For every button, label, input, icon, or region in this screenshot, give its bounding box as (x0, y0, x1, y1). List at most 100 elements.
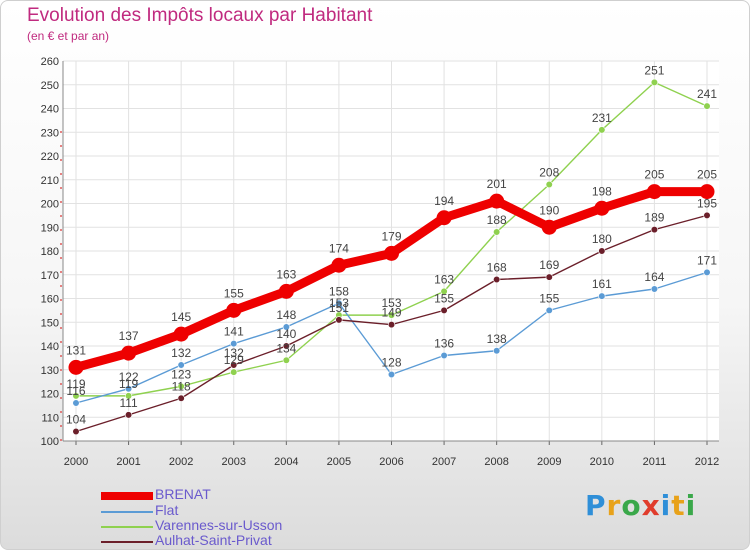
point-varennes-sur-usson (493, 228, 501, 236)
legend-label-aulhat: Aulhat-Saint-Privat (155, 532, 272, 548)
point-aulhat-saint-privat (72, 427, 80, 436)
point-brenat (173, 326, 189, 342)
data-label-brenat: 190 (539, 203, 559, 217)
point-aulhat-saint-privat (493, 275, 501, 284)
x-tick-label: 2008 (484, 456, 508, 468)
y-tick-label: 250 (41, 80, 59, 92)
point-aulhat-saint-privat (650, 226, 659, 234)
chart-title: Evolution des Impôts locaux par Habitant (27, 5, 373, 26)
point-varennes-sur-usson (703, 102, 711, 110)
point-flat (177, 361, 185, 369)
x-tick-label: 2002 (169, 456, 193, 468)
point-flat (335, 299, 343, 307)
data-label-aulhat-saint-privat: 104 (66, 413, 86, 427)
legend-label-brenat: BRENAT (155, 486, 211, 502)
point-brenat (699, 184, 715, 200)
point-aulhat-saint-privat (124, 411, 133, 419)
point-brenat (226, 302, 242, 318)
data-label-flat: 136 (434, 337, 454, 351)
data-label-brenat: 179 (381, 229, 401, 243)
y-tick-label: 200 (41, 199, 59, 211)
data-label-brenat: 194 (434, 194, 454, 208)
data-label-flat: 171 (697, 253, 717, 267)
y-tick-label: 140 (41, 341, 59, 353)
point-varennes-sur-usson (440, 287, 448, 295)
logo-letter: x (641, 489, 661, 522)
x-tick-label: 2009 (537, 456, 561, 468)
point-varennes-sur-usson (650, 78, 659, 86)
point-flat (598, 292, 606, 300)
point-brenat (331, 257, 347, 273)
point-flat (387, 370, 396, 379)
y-tick-label: 260 (41, 56, 59, 68)
y-tick-label: 170 (41, 270, 59, 282)
point-brenat (489, 193, 505, 209)
data-label-brenat: 198 (592, 184, 612, 198)
x-tick-label: 2001 (116, 456, 140, 468)
point-brenat (594, 200, 610, 216)
y-tick-label: 230 (41, 127, 59, 139)
logo-letter: o (621, 489, 642, 522)
point-aulhat-saint-privat (230, 361, 238, 369)
point-varennes-sur-usson (230, 368, 238, 376)
x-tick-label: 2012 (695, 456, 719, 468)
point-aulhat-saint-privat (335, 316, 343, 324)
y-tick-label: 100 (41, 436, 59, 448)
point-flat (545, 306, 553, 314)
y-tick-label: 210 (41, 175, 59, 187)
logo-letter: r (606, 489, 622, 522)
legend-swatch-aulhat (101, 541, 153, 543)
point-flat (230, 340, 238, 348)
point-varennes-sur-usson (282, 356, 290, 364)
point-brenat (436, 210, 452, 226)
data-label-varennes-sur-usson: 153 (329, 296, 349, 310)
point-varennes-sur-usson (177, 382, 185, 390)
point-brenat (278, 283, 294, 299)
point-brenat (121, 345, 137, 361)
data-label-varennes-sur-usson: 119 (66, 377, 85, 391)
data-label-aulhat-saint-privat: 132 (224, 346, 244, 360)
data-label-flat: 161 (592, 277, 612, 291)
y-tick-label: 190 (41, 222, 59, 234)
x-tick-label: 2007 (432, 456, 456, 468)
data-label-brenat: 174 (329, 241, 349, 255)
data-label-varennes-sur-usson: 241 (697, 87, 717, 101)
point-flat (124, 385, 133, 393)
point-brenat (646, 184, 662, 200)
data-label-flat: 128 (381, 356, 401, 370)
axes: 100 110 120 130 140 150 160 170 180 190 200 210 220 2… (41, 56, 720, 468)
x-tick-label: 2005 (327, 456, 351, 468)
point-varennes-sur-usson (124, 392, 133, 400)
series-lines (68, 78, 715, 436)
legend-swatch-flat (101, 511, 153, 513)
y-tick-label: 150 (41, 317, 59, 329)
y-tick-label: 160 (41, 294, 59, 306)
data-label-aulhat-saint-privat: 111 (119, 396, 138, 410)
y-tick-label: 220 (41, 151, 59, 163)
point-brenat (68, 359, 84, 375)
x-tick-label: 2000 (64, 456, 88, 468)
data-label-varennes-sur-usson: 208 (539, 166, 559, 180)
data-label-varennes-sur-usson: 153 (381, 296, 401, 310)
data-label-flat: 155 (539, 291, 559, 305)
chart-subtitle: (en € et par an) (27, 29, 110, 43)
y-tick-label: 130 (41, 365, 59, 377)
data-label-varennes-sur-usson: 163 (434, 272, 454, 286)
data-label-flat: 122 (119, 370, 139, 384)
x-tick-label: 2010 (590, 456, 614, 468)
logo-letter: i (685, 489, 697, 522)
data-label-varennes-sur-usson: 119 (119, 377, 138, 391)
x-tick-label: 2004 (274, 456, 298, 468)
point-flat (493, 347, 501, 355)
y-tick-label: 120 (41, 389, 59, 401)
data-label-brenat: 155 (224, 286, 244, 300)
point-flat (72, 399, 80, 407)
data-label-brenat: 201 (487, 177, 507, 191)
data-label-flat: 116 (66, 384, 85, 398)
data-label-varennes-sur-usson: 231 (592, 111, 612, 125)
x-tick-label: 2006 (379, 456, 403, 468)
data-label-aulhat-saint-privat: 180 (592, 232, 612, 246)
y-tick-label: 240 (41, 104, 59, 116)
logo-letter: t (671, 489, 686, 522)
